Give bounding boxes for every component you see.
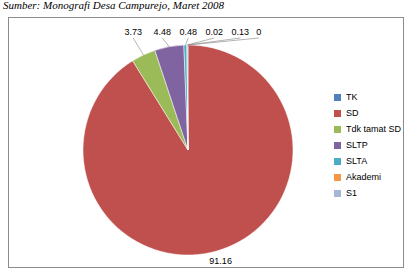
data-label: 0.02 bbox=[206, 27, 224, 37]
data-label: 0.13 bbox=[232, 27, 250, 37]
legend-swatch bbox=[334, 110, 341, 117]
legend-swatch bbox=[334, 126, 341, 133]
data-label: 4.48 bbox=[154, 27, 172, 37]
source-note: Sumber: Monografi Desa Campurejo, Maret … bbox=[3, 0, 224, 11]
legend-entry: SLTP bbox=[334, 140, 368, 150]
pie-slice bbox=[184, 45, 188, 150]
pie-slice bbox=[187, 45, 189, 150]
legend-entry: S1 bbox=[334, 188, 357, 198]
legend-entry: SD bbox=[334, 108, 359, 118]
leader-line bbox=[188, 38, 259, 45]
legend-swatch bbox=[334, 142, 341, 149]
pie-slice bbox=[83, 45, 293, 255]
pie-slice bbox=[155, 45, 188, 150]
data-label: 0.48 bbox=[180, 27, 198, 37]
legend: TK SD Tdk tamat SD SLTP SLTA Akademi S1 bbox=[334, 92, 402, 198]
legend-entry: Akademi bbox=[334, 172, 381, 182]
leader-line bbox=[188, 38, 241, 45]
leader-line bbox=[162, 38, 169, 47]
legend-swatch bbox=[334, 190, 341, 197]
data-label: 91.16 bbox=[209, 256, 232, 266]
chart: Sumber: Monografi Desa Campurejo, Maret … bbox=[0, 0, 409, 270]
legend-label: SD bbox=[346, 108, 359, 118]
legend-entry: Tdk tamat SD bbox=[334, 124, 402, 134]
leader-line bbox=[185, 38, 188, 45]
pie-slice bbox=[187, 45, 189, 150]
leader-line bbox=[133, 38, 143, 55]
legend-swatch bbox=[334, 174, 341, 181]
legend-swatch bbox=[334, 94, 341, 101]
legend-label: S1 bbox=[346, 188, 357, 198]
legend-label: Akademi bbox=[346, 172, 381, 182]
legend-swatch bbox=[334, 158, 341, 165]
legend-label: TK bbox=[346, 92, 358, 102]
data-label: 3.73 bbox=[124, 27, 142, 37]
legend-label: Tdk tamat SD bbox=[346, 124, 402, 134]
pie: 91.16 3.73 4.48 0.48 0.02 0.13 0 bbox=[83, 27, 293, 266]
legend-label: SLTP bbox=[346, 140, 368, 150]
legend-entry: TK bbox=[334, 92, 358, 102]
data-label: 0 bbox=[256, 27, 261, 37]
chart-frame bbox=[9, 18, 404, 268]
legend-label: SLTA bbox=[346, 156, 367, 166]
legend-entry: SLTA bbox=[334, 156, 367, 166]
